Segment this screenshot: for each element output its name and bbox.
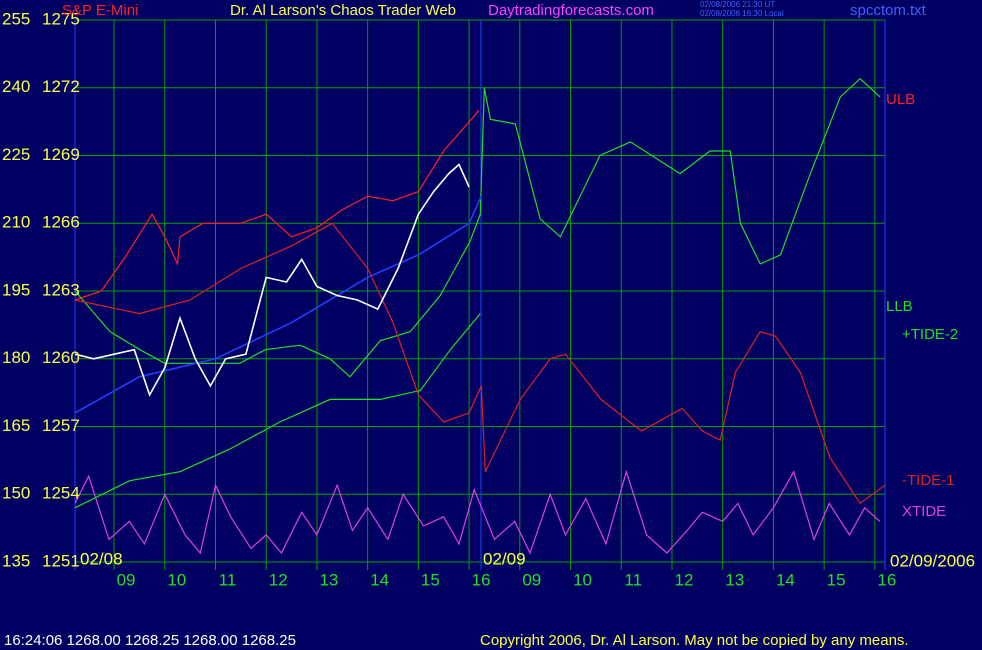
x-tick-label: 15: [421, 570, 440, 589]
labels: 135 150 165 180 195 210 225 240 255 1251 1254 1257 1…: [2, 9, 958, 589]
instrument: S&P E-Mini: [62, 2, 138, 19]
y2-tick-label: 1269: [42, 145, 80, 164]
y-tick-label: 150: [2, 484, 30, 503]
y-tick-label: 135: [2, 551, 30, 570]
series-line: [74, 313, 481, 509]
date-label: 02/09: [483, 549, 526, 568]
series-lines: [74, 77, 886, 555]
timestamp-local: 02/08/2006 16:30 Local: [700, 9, 784, 18]
x-tick-label: 13: [725, 570, 744, 589]
x-tick-label: 10: [573, 570, 592, 589]
x-tick-label: 15: [827, 570, 846, 589]
x-tick-label: 13: [319, 570, 338, 589]
series-line: [74, 77, 881, 378]
y2-tick-label: 1257: [42, 416, 80, 435]
series-line: [74, 469, 881, 555]
y-tick-label: 255: [2, 9, 30, 28]
x-tick-label: 12: [269, 570, 288, 589]
series-line: [74, 222, 886, 505]
timestamp-ut: 02/08/2006 21:30 UT: [700, 0, 775, 9]
legend-entry: +TIDE-2: [902, 326, 958, 343]
date-label: 02/08: [80, 549, 123, 568]
x-tick-label: 12: [675, 570, 694, 589]
y-tick-label: 225: [2, 145, 30, 164]
legend-entry: ULB: [886, 91, 915, 108]
grid: [75, 19, 885, 570]
y2-tick-label: 1260: [42, 348, 80, 367]
y2-tick-label: 1266: [42, 213, 80, 232]
y-tick-label: 180: [2, 348, 30, 367]
y2-tick-label: 1254: [42, 484, 80, 503]
x-tick-label: 11: [219, 570, 237, 589]
y-tick-label: 195: [2, 280, 30, 299]
y2-tick-label: 1251: [42, 551, 80, 570]
y2-tick-label: 1275: [42, 9, 80, 28]
status-line: 16:24:06 1268.00 1268.25 1268.00 1268.25: [4, 632, 296, 649]
series-line: [74, 195, 483, 414]
website: Daytradingforecasts.com: [488, 2, 654, 19]
x-tick-label: 09: [522, 570, 541, 589]
date-label: 02/09/2006: [890, 551, 975, 570]
copyright: Copyright 2006, Dr. Al Larson. May not b…: [480, 632, 909, 649]
x-tick-label: 10: [167, 570, 186, 589]
y2-tick-label: 1272: [42, 77, 80, 96]
x-tick-label: 16: [877, 570, 896, 589]
file-name: spcctom.txt: [850, 2, 927, 19]
y-tick-label: 240: [2, 77, 30, 96]
legend-entry: XTIDE: [902, 503, 946, 520]
x-tick-label: 14: [776, 570, 795, 589]
series-line: [74, 163, 470, 397]
x-tick-label: 11: [624, 570, 642, 589]
chart-title: Dr. Al Larson's Chaos Trader Web: [230, 2, 456, 19]
y-tick-label: 165: [2, 416, 30, 435]
y-tick-label: 210: [2, 213, 30, 232]
legend-entry: -TIDE-1: [902, 472, 955, 489]
x-tick-label: 09: [117, 570, 136, 589]
x-tick-label: 16: [472, 570, 491, 589]
y2-tick-label: 1263: [42, 280, 80, 299]
series-line: [74, 109, 480, 301]
x-tick-label: 14: [370, 570, 389, 589]
legend-entry: LLB: [886, 298, 913, 315]
